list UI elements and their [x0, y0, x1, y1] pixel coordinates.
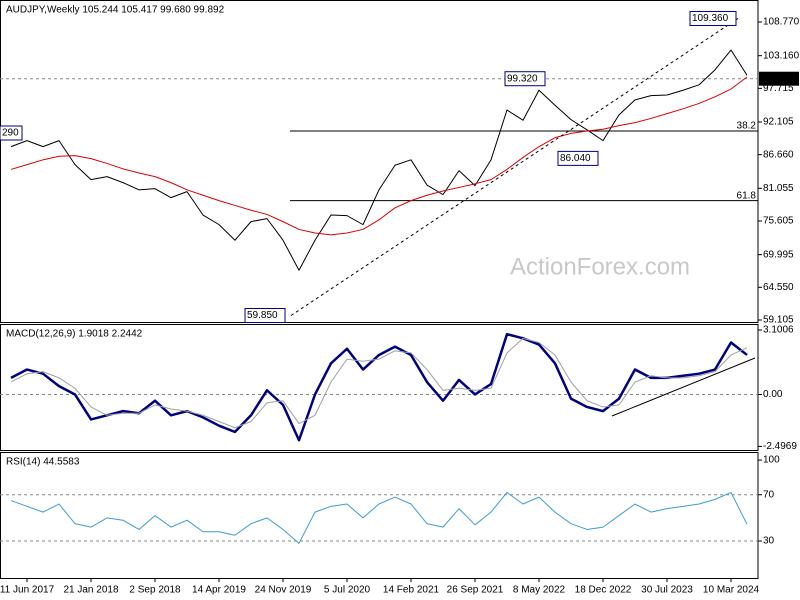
panel-frame	[0, 324, 759, 451]
x-tick-label: 30 Jul 2023	[641, 585, 693, 596]
panel-frame	[0, 0, 759, 323]
annotation-box	[689, 10, 737, 26]
annotation-box	[0, 125, 23, 141]
series-line	[10, 491, 748, 544]
x-tick-label: 11 Jun 2017	[0, 585, 55, 596]
x-tick-label: 26 Sep 2021	[447, 585, 504, 596]
panel-title: AUDJPY,Weekly 105.244 105.417 99.680 99.…	[6, 5, 225, 16]
annotation-box	[557, 150, 599, 166]
y-tick-label: 100	[763, 455, 780, 466]
y-tick-label: 81.055	[763, 183, 794, 194]
series-line	[10, 76, 748, 236]
series-line	[10, 49, 748, 271]
annotation-box	[504, 71, 546, 87]
watermark: ActionForex.com	[510, 253, 690, 280]
x-tick-label: 14 Apr 2019	[192, 585, 246, 596]
series-line	[10, 337, 748, 429]
y-tick-label: 70	[763, 489, 775, 500]
annotation-label: 59.850	[247, 310, 278, 321]
y-tick-label: 3.1006	[763, 325, 794, 336]
price-tag-label: 99.320	[762, 73, 793, 84]
x-tick-label: 24 Nov 2019	[255, 585, 312, 596]
y-tick-label: 103.160	[763, 50, 800, 61]
series-line	[10, 332, 748, 442]
macd-trend-line	[611, 357, 756, 417]
y-tick-label: 59.105	[763, 315, 794, 326]
x-tick-label: 8 May 2022	[513, 585, 566, 596]
annotation-label: 290	[2, 128, 19, 139]
annotation-label: 109.360	[692, 13, 729, 24]
panel-title: MACD(12,26,9) 1.9018 2.2442	[6, 329, 143, 340]
level-label: 38.2	[737, 121, 757, 132]
annotation-box	[244, 308, 286, 324]
y-tick-label: 97.715	[763, 83, 794, 94]
panel-title: RSI(14) 44.5583	[6, 457, 80, 468]
y-tick-label: 64.550	[763, 282, 794, 293]
y-tick-label: 75.605	[763, 216, 794, 227]
y-tick-label: -2.4969	[763, 441, 797, 452]
panel-frame	[0, 452, 759, 579]
x-tick-label: 2 Sep 2018	[129, 585, 181, 596]
x-tick-label: 21 Jan 2018	[63, 585, 118, 596]
y-tick-label: 92.105	[763, 117, 794, 128]
annotation-label: 99.320	[507, 73, 538, 84]
x-tick-label: 5 Jul 2020	[324, 585, 371, 596]
annotation-label: 86.040	[560, 153, 591, 164]
y-tick-label: 30	[763, 536, 775, 547]
x-tick-label: 18 Dec 2022	[575, 585, 632, 596]
y-tick-label: 86.660	[763, 149, 794, 160]
level-label: 61.8	[737, 190, 757, 201]
x-tick-label: 14 Feb 2021	[383, 585, 440, 596]
y-tick-label: 0.00	[763, 389, 783, 400]
y-tick-label: 69.995	[763, 249, 794, 260]
y-tick-label: 108.770	[763, 17, 800, 28]
x-tick-label: 10 Mar 2024	[703, 585, 760, 596]
price-tag	[759, 71, 799, 86]
